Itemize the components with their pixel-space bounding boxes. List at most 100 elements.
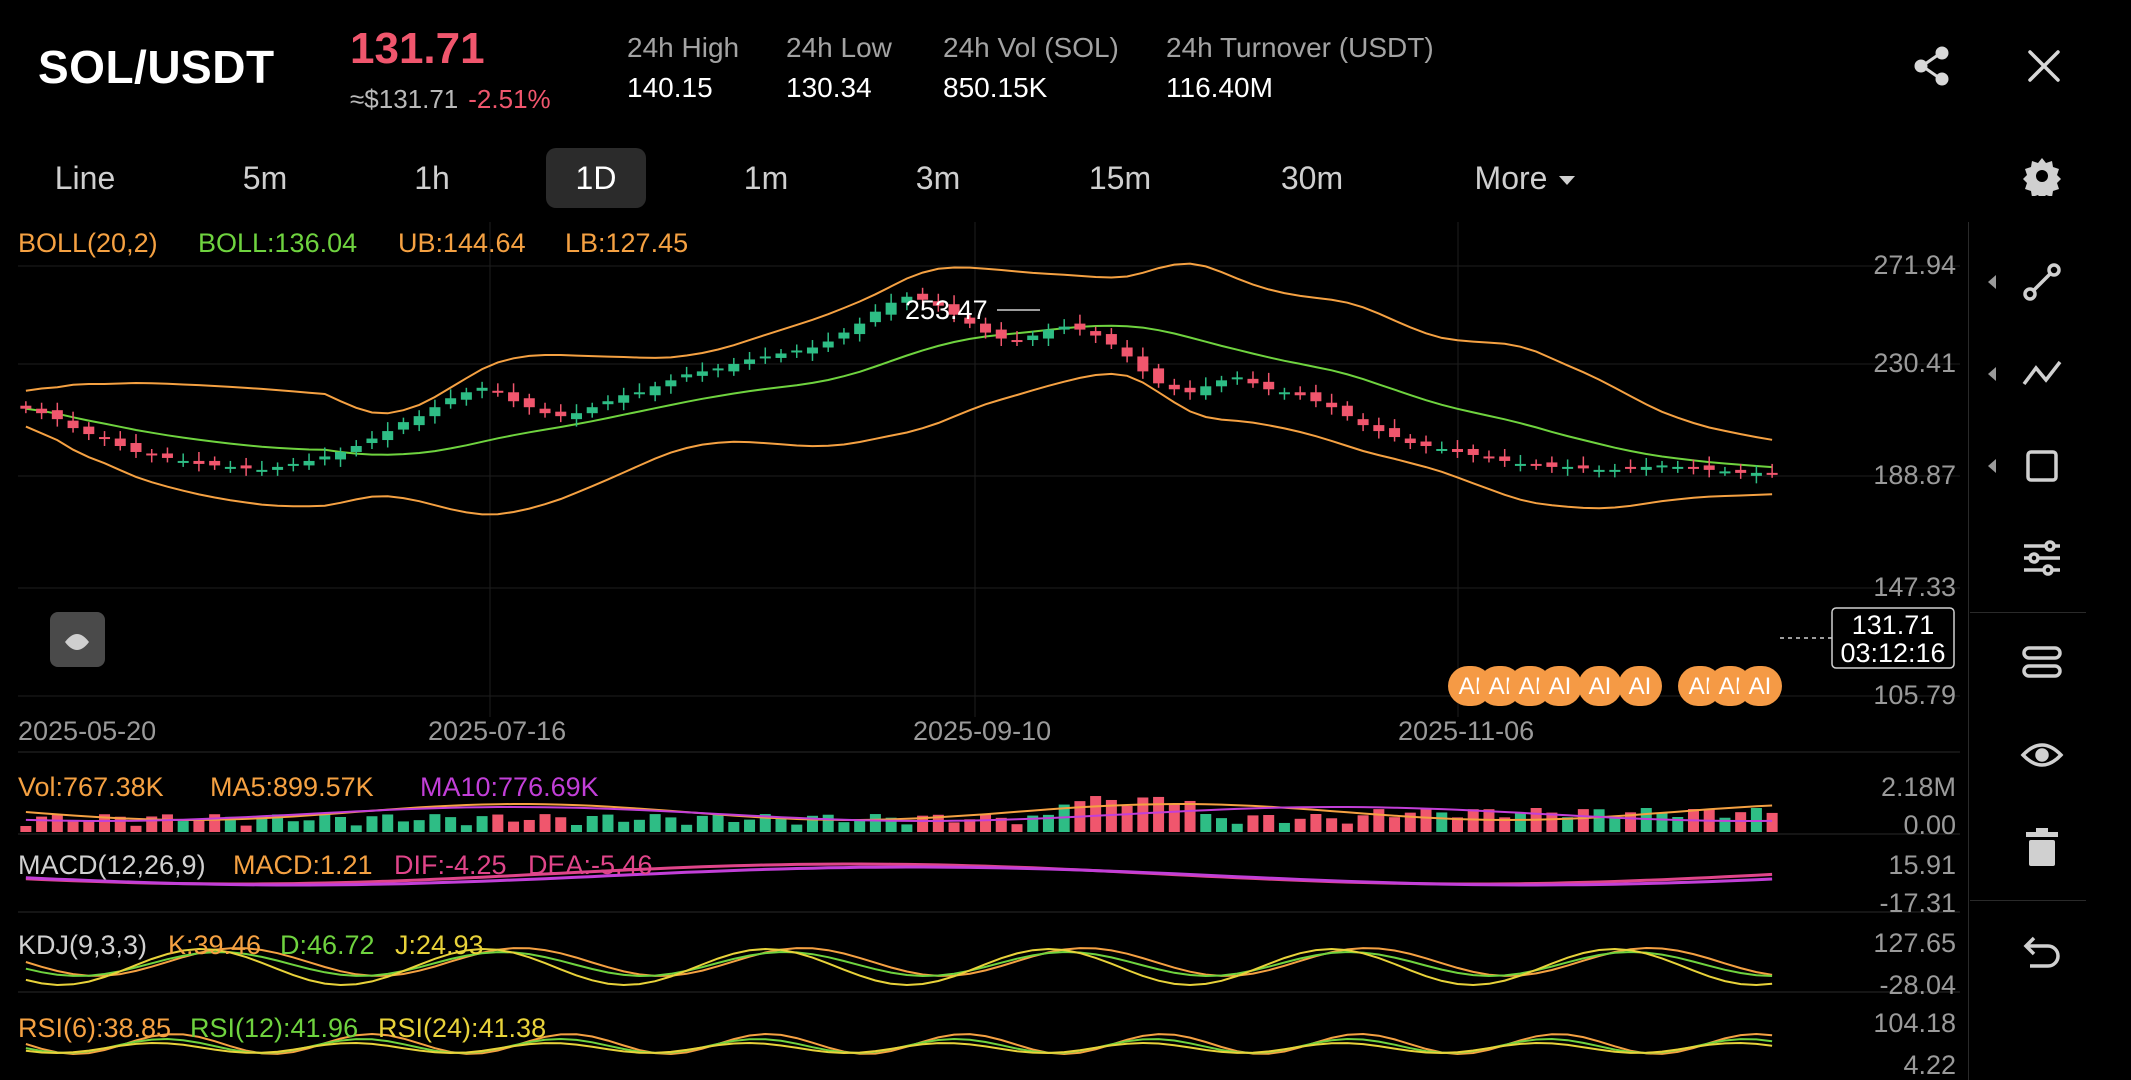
- candle-body: [665, 380, 677, 387]
- tab-30m[interactable]: 30m: [1280, 160, 1344, 196]
- candle-body: [99, 437, 111, 440]
- volume-bar: [995, 817, 1007, 832]
- volume-bar: [1357, 815, 1369, 832]
- trash-icon[interactable]: [2020, 826, 2064, 870]
- volume-bar: [775, 817, 787, 832]
- macd-dea: DEA:-5.46: [528, 850, 653, 880]
- share-icon[interactable]: [1910, 44, 1954, 88]
- stat-24h-turnover: 24h Turnover (USDT) 116.40M: [1166, 32, 1434, 104]
- tab-1m[interactable]: 1m: [743, 160, 789, 196]
- trend-line-icon[interactable]: [2020, 352, 2064, 396]
- tab-3m[interactable]: 3m: [915, 160, 961, 196]
- toolbar-divider: [1968, 222, 1969, 1080]
- volume-bar: [335, 816, 347, 832]
- candle-body: [1672, 466, 1684, 469]
- more-intervals-button[interactable]: More: [1460, 148, 1590, 208]
- candle-body: [492, 390, 504, 393]
- kdj-j: J:24.93: [395, 930, 484, 960]
- candle-body: [1294, 392, 1306, 396]
- volume-bar: [1735, 812, 1747, 832]
- candle-body: [319, 456, 331, 460]
- candle-body: [272, 466, 284, 470]
- candle-body: [1200, 386, 1212, 396]
- y-tick: 188.87: [1873, 460, 1956, 490]
- tab-5m[interactable]: 5m: [242, 160, 288, 196]
- volume-bar: [885, 817, 897, 832]
- volume-bar: [366, 816, 378, 832]
- volume-bar: [618, 821, 630, 832]
- candle-body: [618, 395, 630, 403]
- volume-bar: [67, 820, 79, 832]
- candle-body: [161, 453, 173, 458]
- volume-bar: [1294, 818, 1306, 832]
- macd-name: MACD(12,26,9): [18, 850, 206, 880]
- close-icon[interactable]: [2022, 44, 2066, 88]
- candle-body: [806, 347, 818, 354]
- volume-bar: [665, 817, 677, 832]
- volume-bar: [397, 821, 409, 832]
- stat-label: 24h Low: [786, 32, 892, 63]
- volume-bar: [1121, 805, 1133, 832]
- candle-body: [429, 407, 441, 417]
- volume-bar: [1278, 822, 1290, 832]
- indicator-lines: [25, 803, 1773, 1056]
- candle-body: [130, 443, 142, 452]
- tab-15m[interactable]: 15m: [1088, 160, 1152, 196]
- candle-body: [1404, 438, 1416, 444]
- chevron-left-icon: [1988, 275, 1996, 289]
- boll-upper-line: [25, 262, 1773, 441]
- macd-value: MACD:1.21: [233, 850, 373, 880]
- y-tick: 271.94: [1873, 250, 1956, 280]
- candle-body: [303, 460, 315, 466]
- candle-body: [1247, 378, 1259, 384]
- vol-y-top: 2.18M: [1881, 772, 1956, 802]
- gear-icon[interactable]: [2022, 156, 2066, 200]
- rsi-y-bottom: 4.22: [1903, 1050, 1956, 1080]
- indicator-settings-icon[interactable]: [2020, 536, 2064, 580]
- candle-body: [460, 392, 472, 400]
- volume-bar: [1027, 815, 1039, 832]
- x-tick: 2025-11-06: [1398, 716, 1534, 746]
- stat-value: 116.40M: [1166, 72, 1273, 103]
- candle-body: [838, 332, 850, 339]
- volume-bar: [1373, 809, 1385, 832]
- volume-bar: [822, 814, 834, 832]
- candle-body: [476, 387, 488, 391]
- volume-bar: [272, 814, 284, 832]
- volume-bar: [712, 814, 724, 832]
- layers-icon[interactable]: [2020, 640, 2064, 684]
- kline-chart[interactable]: BOLL(20,2) BOLL:136.04 UB:144.64 LB:127.…: [0, 222, 1960, 1080]
- volume-bar: [917, 815, 929, 832]
- eye-icon[interactable]: [2020, 733, 2064, 777]
- y-tick: 105.79: [1873, 680, 1956, 710]
- candle-body: [1640, 466, 1652, 470]
- candle-body: [1042, 329, 1054, 339]
- candle-body: [1436, 448, 1448, 451]
- candle-body: [1766, 472, 1778, 475]
- candle-body: [1451, 448, 1463, 452]
- vol-ma10-line: [25, 806, 1773, 822]
- volume-bar: [1137, 797, 1149, 832]
- chart-grid: [18, 222, 1960, 993]
- candle-body: [980, 323, 992, 333]
- volume-bar: [1593, 809, 1605, 832]
- undo-icon[interactable]: [2020, 930, 2064, 974]
- macd-y-bottom: -17.31: [1879, 888, 1956, 918]
- macd-y-top: 15.91: [1888, 850, 1956, 880]
- candle-body: [350, 446, 362, 452]
- candle-body: [1011, 340, 1023, 343]
- candle-body: [1090, 331, 1102, 336]
- candle-body: [83, 426, 95, 435]
- candle-body: [917, 293, 929, 300]
- line-draw-icon[interactable]: [2020, 260, 2064, 304]
- tab-line[interactable]: Line: [54, 160, 116, 196]
- candle-body: [1058, 326, 1070, 330]
- tab-1d[interactable]: 1D: [546, 148, 646, 208]
- candle-body: [1121, 347, 1133, 357]
- candle-body: [1278, 392, 1290, 395]
- volume-bar: [240, 825, 252, 832]
- shape-draw-icon[interactable]: [2020, 444, 2064, 488]
- tab-1h[interactable]: 1h: [414, 160, 450, 196]
- stat-label: 24h Turnover (USDT): [1166, 32, 1434, 63]
- volume-bar: [445, 817, 457, 832]
